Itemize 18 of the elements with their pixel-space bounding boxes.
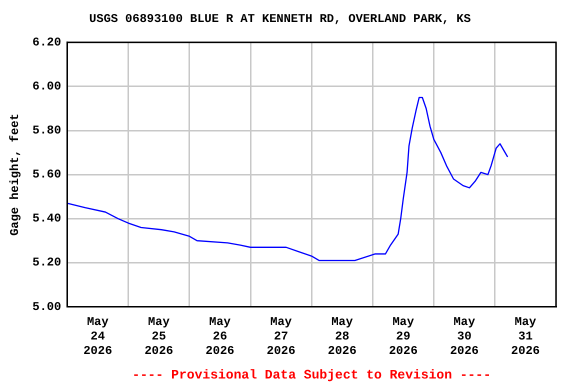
x-tick-label: May 27 2026 (266, 315, 296, 358)
y-axis-title: Gage height, feet (8, 113, 22, 236)
y-tick-label: 6.20 (32, 35, 62, 50)
y-tick-label: 5.20 (32, 256, 62, 270)
x-tick-label: May 28 2026 (328, 315, 357, 358)
y-tick-label: 5.80 (32, 124, 62, 138)
y-tick-label: 6.00 (32, 79, 62, 94)
x-tick-label: May 30 2026 (450, 315, 479, 358)
x-tick-label: May 31 2026 (511, 315, 540, 358)
x-tick-label: May 24 2026 (83, 315, 112, 358)
y-tick-label: 5.00 (32, 300, 62, 314)
x-tick-label: May 25 2026 (144, 315, 174, 358)
x-tick-label: May 29 2026 (388, 315, 418, 358)
text: ---- Provisional Data Subject to Revision ---- (132, 367, 492, 382)
x-tick-label: May 26 2026 (206, 315, 234, 358)
y-tick-label: 5.60 (32, 168, 62, 182)
y-tick-label: 5.40 (32, 212, 62, 226)
chart-title: USGS 06893100 BLUE R AT KENNETH RD, OVERLAND PARK, KS (89, 12, 471, 26)
